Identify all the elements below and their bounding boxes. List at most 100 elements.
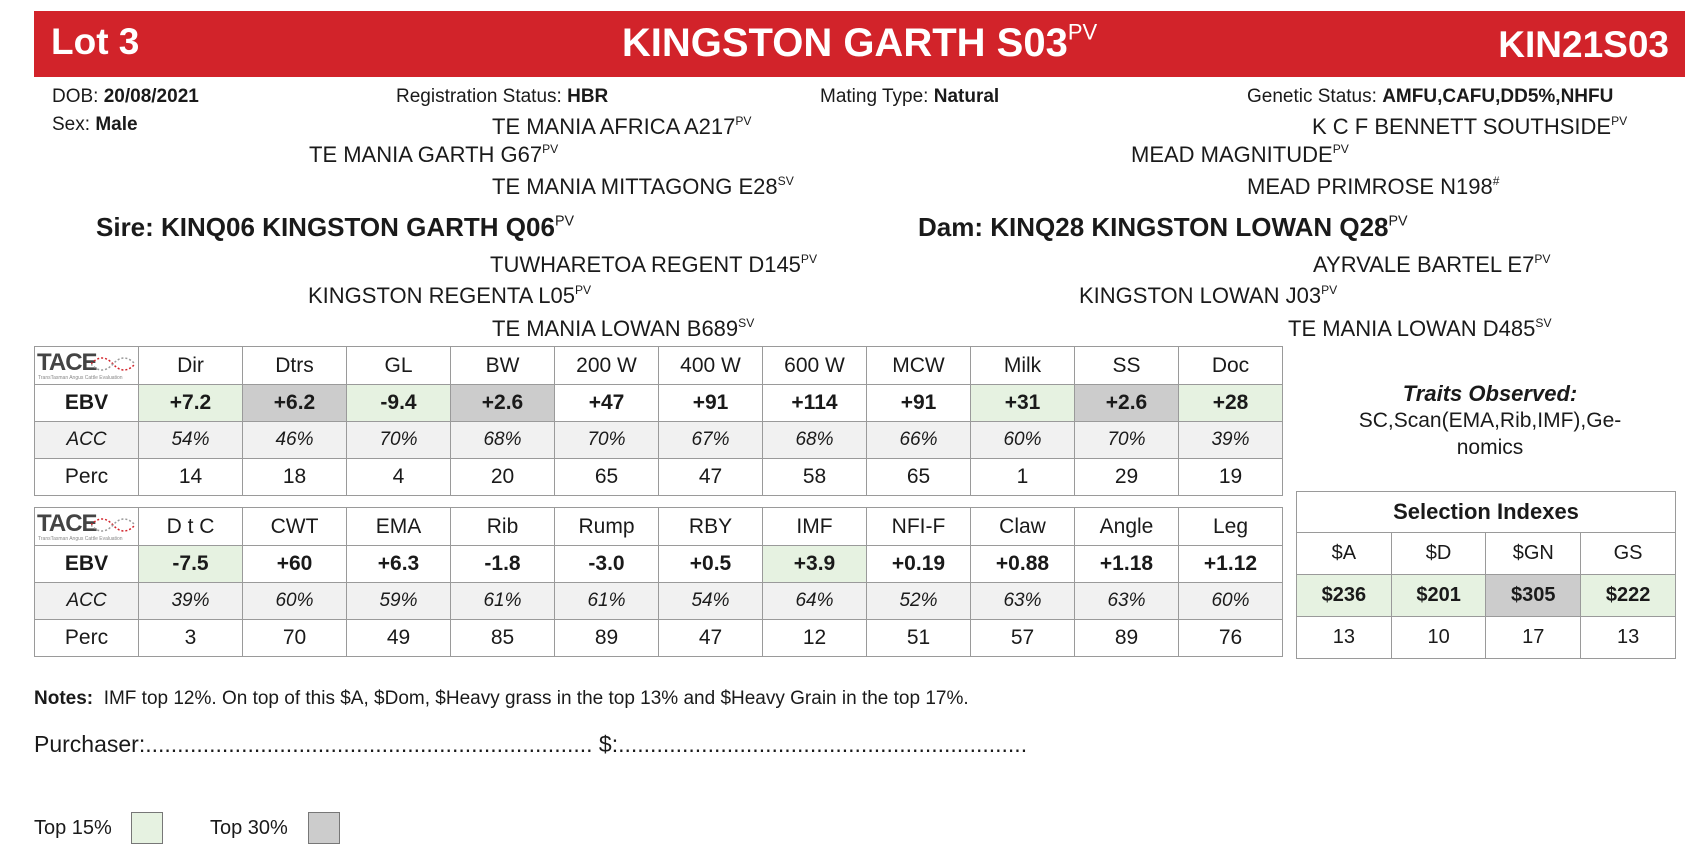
perc-cell: 4 [346,458,451,496]
mating-type: Mating Type: Natural [820,86,1000,107]
perc-cell: 89 [1074,619,1179,657]
row-label-ebv: EBV [34,545,139,583]
col-header: MCW [866,346,971,385]
index-perc: 10 [1390,616,1487,659]
col-header: BW [450,346,555,385]
traits-line: nomics [1456,436,1524,459]
col-header: Rib [450,507,555,546]
col-header: IMF [762,507,867,546]
ebv-cell: +7.2 [138,384,243,422]
row-label-ebv: EBV [34,384,139,422]
ebv-cell: +0.88 [970,545,1075,583]
col-header: D t C [138,507,243,546]
ebv-cell: +2.6 [450,384,555,422]
purchaser-line: Purchaser:..............................… [34,731,1028,757]
perc-cell: 49 [346,619,451,657]
col-header: Angle [1074,507,1179,546]
ebv-cell: +91 [658,384,763,422]
index-value: $201 [1390,574,1487,617]
ebv-cell: +3.9 [762,545,867,583]
ebv-table-growth: TACE TransTasman Angus Cattle Evaluation … [34,346,1283,496]
legend-top15-label: Top 15% [34,817,112,839]
tace-logo: TACE TransTasman Angus Cattle Evaluation [34,507,139,546]
perc-cell: 1 [970,458,1075,496]
acc-cell: 54% [138,421,243,459]
perc-cell: 65 [866,458,971,496]
ebv-cell: +6.2 [242,384,347,422]
perc-cell: 12 [762,619,867,657]
index-header: $D [1390,532,1487,575]
traits-observed: Traits Observed: SC,Scan(EMA,Rib,IMF),Ge… [1290,380,1690,461]
col-header: Dtrs [242,346,347,385]
sire-sire-dam: TE MANIA MITTAGONG E28SV [492,173,794,199]
acc-cell: 39% [138,582,243,620]
col-header: GL [346,346,451,385]
acc-cell: 70% [1074,421,1179,459]
row-label-acc: ACC [34,421,139,459]
perc-cell: 47 [658,458,763,496]
acc-cell: 66% [866,421,971,459]
acc-cell: 61% [450,582,555,620]
perc-cell: 19 [1178,458,1283,496]
selection-title: Selection Indexes [1296,491,1676,533]
ebv-cell: +0.19 [866,545,971,583]
col-header: Doc [1178,346,1283,385]
dam-dam-sire: AYRVALE BARTEL E7PV [1313,251,1551,277]
col-header: Milk [970,346,1075,385]
acc-cell: 63% [970,582,1075,620]
col-header: Rump [554,507,659,546]
ebv-cell: +28 [1178,384,1283,422]
dam-sire: MEAD MAGNITUDEPV [1131,141,1349,167]
sire-dam: KINGSTON REGENTA L05PV [308,282,592,308]
dam-sire-dam: MEAD PRIMROSE N198# [1247,173,1500,199]
dam-dam: KINGSTON LOWAN J03PV [1079,282,1338,308]
acc-cell: 60% [242,582,347,620]
ebv-cell: +6.3 [346,545,451,583]
acc-cell: 61% [554,582,659,620]
acc-cell: 70% [346,421,451,459]
acc-cell: 54% [658,582,763,620]
ebv-cell: -3.0 [554,545,659,583]
acc-cell: 60% [1178,582,1283,620]
dam-name: Dam: KINQ28 KINGSTON LOWAN Q28PV [918,212,1408,242]
acc-cell: 68% [762,421,867,459]
row-label-acc: ACC [34,582,139,620]
animal-name: KINGSTON GARTH S03PV [621,19,1098,65]
index-value: $236 [1296,574,1392,617]
col-header: Leg [1178,507,1283,546]
ebv-cell: +0.5 [658,545,763,583]
perc-cell: 58 [762,458,867,496]
col-header: Claw [970,507,1075,546]
index-perc: 13 [1580,616,1676,659]
acc-cell: 70% [554,421,659,459]
sire-name: Sire: KINQ06 KINGSTON GARTH Q06PV [96,212,575,242]
col-header: CWT [242,507,347,546]
perc-cell: 76 [1178,619,1283,657]
ebv-cell: +91 [866,384,971,422]
ebv-cell: +47 [554,384,659,422]
index-perc: 13 [1296,616,1392,659]
perc-cell: 20 [450,458,555,496]
acc-cell: 63% [1074,582,1179,620]
legend-top30-label: Top 30% [210,817,288,839]
perc-cell: 3 [138,619,243,657]
ebv-cell: +114 [762,384,867,422]
perc-cell: 57 [970,619,1075,657]
index-header: $A [1296,532,1392,575]
acc-cell: 68% [450,421,555,459]
acc-cell: 46% [242,421,347,459]
col-header: 400 W [658,346,763,385]
perc-cell: 14 [138,458,243,496]
ebv-cell: +60 [242,545,347,583]
perc-cell: 47 [658,619,763,657]
ebv-cell: +2.6 [1074,384,1179,422]
perc-cell: 51 [866,619,971,657]
col-header: SS [1074,346,1179,385]
perc-cell: 65 [554,458,659,496]
ebv-cell: +31 [970,384,1075,422]
sire-dam-sire: TUWHARETOA REGENT D145PV [490,251,818,277]
col-header: Dir [138,346,243,385]
dam-dam-dam: TE MANIA LOWAN D485SV [1288,315,1552,341]
acc-cell: 60% [970,421,1075,459]
traits-line: SC,Scan(EMA,Rib,IMF),Ge- [1358,409,1622,432]
